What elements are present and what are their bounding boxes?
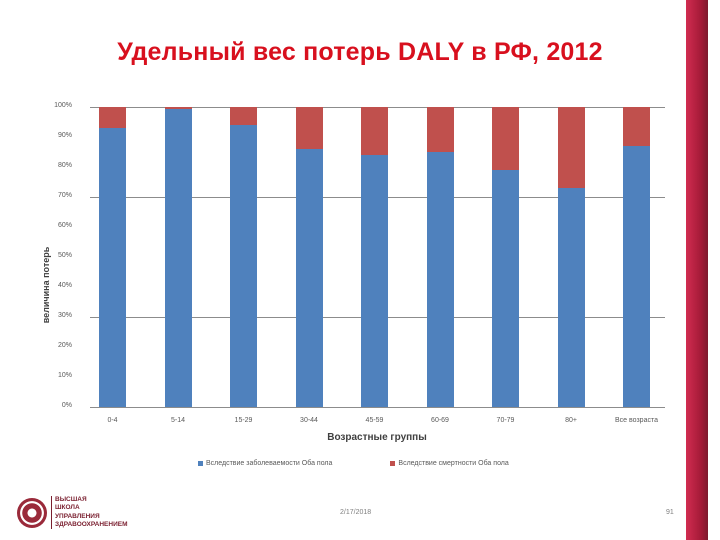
x-tick-label: Все возраста [615, 417, 658, 424]
y-tick-label: 0% [61, 402, 72, 409]
y-tick-label: 60% [57, 222, 72, 229]
bar-70-79 [492, 107, 519, 407]
x-tick-label: 70-79 [496, 417, 515, 424]
bar-segment-mortality [361, 107, 388, 155]
bar-segment-mortality [623, 107, 650, 146]
x-axis-title: Возрастные группы [327, 432, 427, 443]
y-tick-label: 10% [57, 372, 72, 379]
legend: Вследствие заболеваемости Оба пола Вслед… [198, 460, 509, 467]
bar-segment-morbidity [230, 125, 257, 407]
y-tick-label: 90% [57, 132, 72, 139]
bar-segment-morbidity [492, 170, 519, 407]
bar-segment-mortality [492, 107, 519, 170]
y-tick-label: 30% [57, 312, 72, 319]
decorative-side-band [686, 0, 720, 540]
y-tick-label: 80% [57, 162, 72, 169]
x-tick-label: 5-14 [170, 417, 185, 424]
bar-80+ [557, 107, 585, 407]
gridline [90, 407, 665, 408]
legend-label: Вследствие заболеваемости Оба пола [206, 460, 333, 467]
x-tick-label: 60-69 [431, 417, 449, 424]
x-tick-label: 15-29 [234, 417, 253, 424]
bar-segment-mortality [230, 107, 257, 125]
x-tick-label: 30-44 [300, 417, 318, 424]
slide-title: Удельный вес потерь DALY в РФ, 2012 [117, 38, 603, 66]
logo-text: ВЫСШАЯ ШКОЛА УПРАВЛЕНИЯ ЗДРАВООХРАНЕНИЕМ [51, 496, 128, 530]
page-number: 91 [666, 509, 674, 516]
legend-swatch-blue [198, 461, 203, 466]
bar-0-4 [99, 107, 126, 407]
bar-segment-morbidity [164, 108, 192, 407]
bar-segment-mortality [164, 107, 192, 109]
legend-item-morbidity: Вследствие заболеваемости Оба пола [198, 460, 332, 467]
bar-5-14 [164, 107, 192, 407]
bar-segment-mortality [557, 107, 585, 188]
emblem-icon [17, 497, 47, 528]
organization-logo: ВЫСШАЯ ШКОЛА УПРАВЛЕНИЯ ЗДРАВООХРАНЕНИЕМ [17, 496, 128, 530]
bar-Все возраста [623, 107, 650, 407]
legend-swatch-red [390, 461, 396, 466]
bar-30-44 [295, 107, 323, 407]
bar-45-59 [361, 107, 388, 407]
x-tick-label: 0-4 [107, 417, 118, 424]
bar-segment-morbidity [295, 149, 323, 407]
bar-segment-mortality [426, 107, 454, 152]
bar-segment-morbidity [623, 146, 650, 407]
y-tick-label: 20% [57, 342, 72, 349]
bar-segment-morbidity [557, 188, 585, 407]
y-tick-label: 100% [54, 102, 72, 109]
bar-segment-mortality [295, 107, 323, 149]
legend-item-mortality: Вследствие смертности Оба пола [390, 460, 509, 467]
legend-label: Вследствие смертности Оба пола [398, 460, 509, 467]
bar-segment-morbidity [99, 128, 126, 407]
bar-60-69 [426, 107, 454, 407]
y-tick-label: 40% [57, 282, 72, 289]
y-tick-label: 70% [57, 192, 72, 199]
x-tick-label: 80+ [565, 417, 577, 424]
footer-date: 2/17/2018 [340, 509, 372, 516]
x-tick-label: 45-59 [365, 417, 384, 424]
bar-15-29 [230, 107, 257, 407]
y-tick-label: 50% [57, 252, 72, 259]
bar-segment-mortality [99, 107, 126, 128]
bar-segment-morbidity [361, 155, 388, 407]
bar-segment-morbidity [426, 152, 454, 407]
